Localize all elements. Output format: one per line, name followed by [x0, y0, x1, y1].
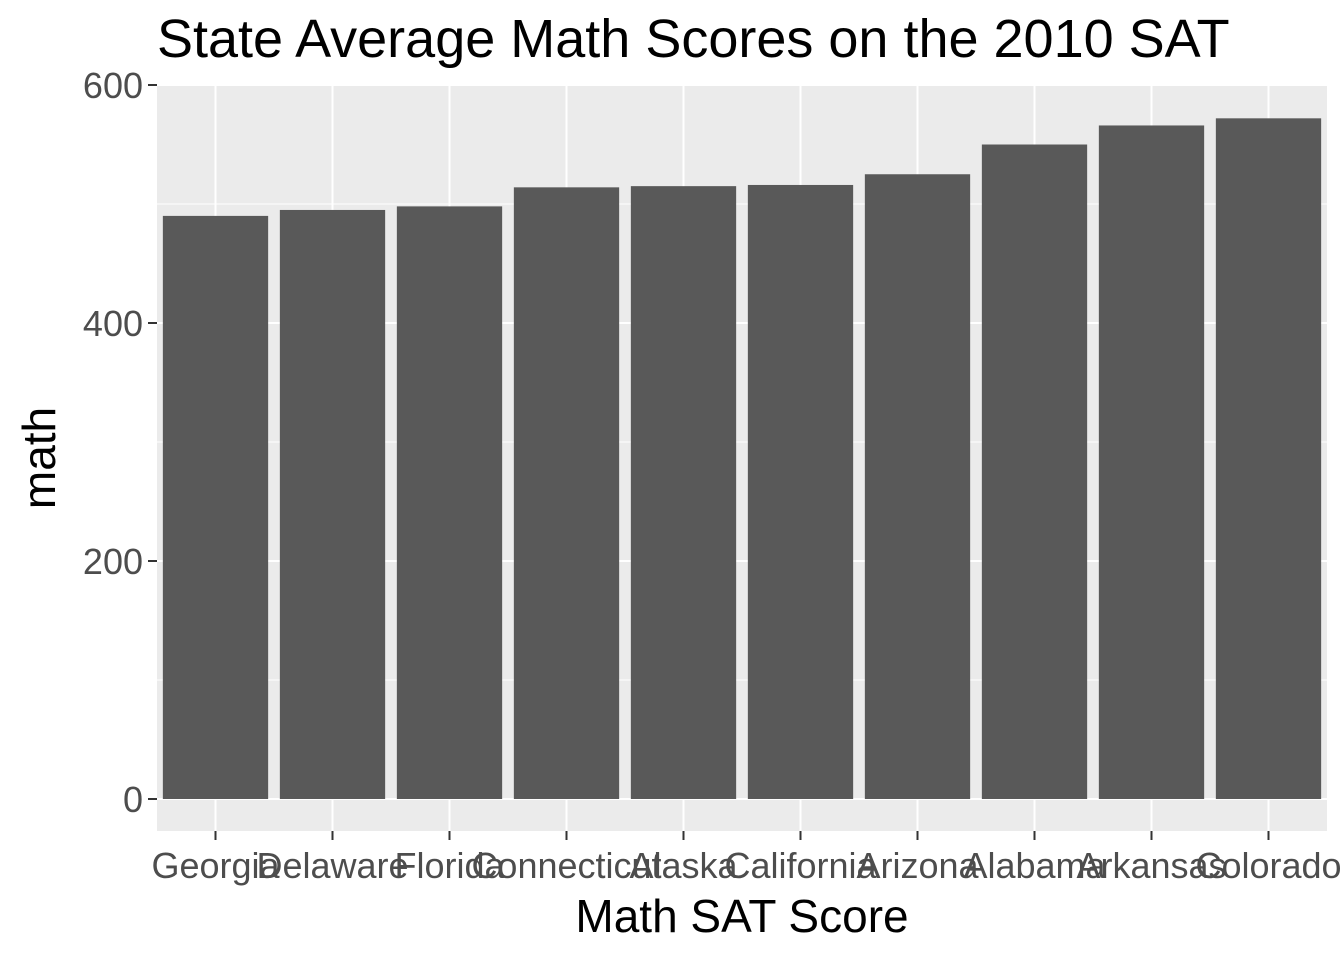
x-tick-label: Alaska: [629, 845, 738, 886]
x-tick-label: Arizona: [856, 845, 979, 886]
y-tick-label: 400: [83, 303, 143, 344]
x-tick-label: Georgia: [151, 845, 280, 886]
bar-colorado: [1215, 118, 1322, 799]
x-tick-label: Colorado: [1195, 845, 1341, 886]
x-tick-label: Connecticut: [471, 845, 661, 886]
y-tick-label: 600: [83, 65, 143, 106]
y-tick-label: 0: [123, 779, 143, 820]
bar-arizona: [864, 174, 971, 799]
bar-arkansas: [1098, 125, 1205, 799]
bar-alabama: [981, 144, 1088, 799]
bar-georgia: [162, 215, 269, 799]
bar-california: [747, 184, 854, 799]
x-tick-label: California: [724, 845, 877, 886]
bar-florida: [396, 206, 503, 799]
x-tick-label: Delaware: [256, 845, 408, 886]
y-tick-label: 200: [83, 541, 143, 582]
x-axis-tick-labels: GeorgiaDelawareFloridaConnecticutAlaskaC…: [151, 845, 1341, 886]
x-tick-label: Alabama: [963, 845, 1106, 886]
y-axis-ticks: [148, 84, 157, 800]
y-axis-tick-labels: 0 200 400 600: [83, 65, 143, 820]
bars: [162, 118, 1322, 800]
bar-delaware: [279, 209, 386, 799]
chart-title: State Average Math Scores on the 2010 SA…: [157, 9, 1230, 69]
bar-alaska: [630, 186, 737, 799]
x-axis-title: Math SAT Score: [575, 890, 908, 942]
x-tick-label: Arkansas: [1076, 845, 1226, 886]
bar-connecticut: [513, 187, 620, 800]
x-tick-label: Florida: [394, 845, 505, 886]
y-axis-title: math: [13, 407, 65, 509]
x-axis-ticks: [214, 831, 1270, 840]
